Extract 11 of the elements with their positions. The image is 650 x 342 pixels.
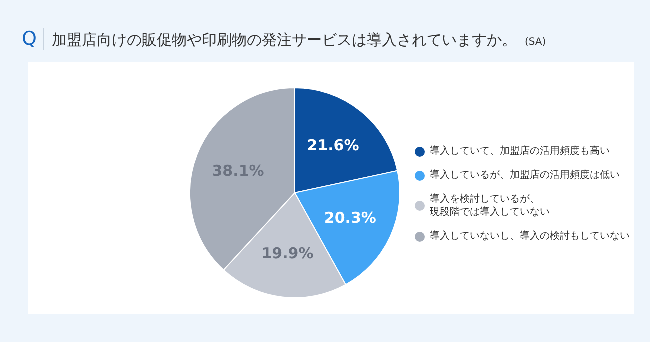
legend-label: 導入を検討しているが、現段階では導入していない <box>430 193 550 219</box>
data-label: 21.6% <box>307 136 360 155</box>
chart-subtitle: (SA) <box>524 37 546 48</box>
legend-label: 導入しているが、加盟店の活用頻度は低い <box>430 169 620 182</box>
legend-label: 導入していないし、導入の検討もしていない <box>430 230 630 243</box>
text: Q <box>22 28 44 50</box>
legend-label: 導入していて、加盟店の活用頻度も高い <box>430 145 610 158</box>
data-label: 38.1% <box>212 162 264 180</box>
data-label: 20.3% <box>324 209 376 228</box>
data-label: 19.9% <box>262 244 314 262</box>
chart-title: 加盟店向けの販促物や印刷物の発注サービスは導入されていますか。 <box>52 31 517 50</box>
